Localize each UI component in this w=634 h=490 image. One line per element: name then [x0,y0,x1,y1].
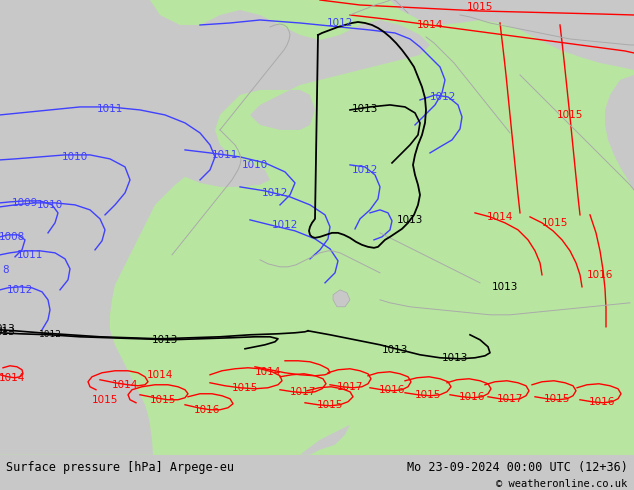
Text: 1017: 1017 [290,387,316,397]
Text: 1015: 1015 [467,2,493,12]
Text: 1012: 1012 [272,220,298,230]
Text: 013: 013 [0,324,15,334]
Polygon shape [0,120,70,190]
Text: 1014: 1014 [112,380,138,390]
Polygon shape [300,425,350,455]
Polygon shape [0,0,115,255]
Text: 1017: 1017 [337,382,363,392]
Text: 1011: 1011 [212,150,238,160]
Text: © weatheronline.co.uk: © weatheronline.co.uk [496,479,628,489]
Text: 1014: 1014 [487,212,513,222]
Text: 1015: 1015 [557,110,583,120]
Text: 1009: 1009 [12,198,38,208]
Text: Mo 23-09-2024 00:00 UTC (12+36): Mo 23-09-2024 00:00 UTC (12+36) [407,461,628,473]
Polygon shape [333,290,350,307]
Text: 013: 013 [0,327,15,337]
Polygon shape [390,0,634,70]
Text: 1015: 1015 [150,395,176,405]
Text: 1012: 1012 [262,188,288,198]
Text: 1011: 1011 [17,250,43,260]
Text: 1012: 1012 [39,330,61,339]
Text: 1013: 1013 [442,353,468,363]
Text: 1012: 1012 [7,285,33,295]
Text: 1013: 1013 [492,282,518,292]
Text: 1014: 1014 [417,20,443,30]
Text: 1012: 1012 [430,92,456,102]
Text: 1013: 1013 [352,104,378,114]
Text: 1015: 1015 [232,383,258,393]
Text: 1015: 1015 [415,390,441,400]
Text: 1010: 1010 [62,152,88,162]
Text: 1016: 1016 [589,397,615,407]
Text: 1014: 1014 [255,367,281,377]
Text: 1011: 1011 [97,104,123,114]
Text: 1013: 1013 [152,335,178,345]
Text: 1008: 1008 [0,232,25,242]
Text: 1016: 1016 [378,385,405,395]
Text: 1013: 1013 [397,215,423,225]
Text: 1015: 1015 [542,218,568,228]
Text: 1015: 1015 [544,394,570,404]
Polygon shape [0,0,634,455]
Text: 1014: 1014 [0,373,25,383]
Text: 8: 8 [2,265,9,275]
Polygon shape [605,0,634,190]
Text: 1015: 1015 [317,400,343,410]
Text: 1016: 1016 [194,405,220,415]
Text: 1013: 1013 [382,345,408,355]
Text: 1017: 1017 [497,394,523,404]
Text: Surface pressure [hPa] Arpege-eu: Surface pressure [hPa] Arpege-eu [6,461,235,473]
Text: 1016: 1016 [587,270,613,280]
Text: 1012: 1012 [327,18,353,28]
Text: 1015: 1015 [92,395,118,405]
Text: 1010: 1010 [242,160,268,170]
Polygon shape [0,0,430,455]
Text: 1012: 1012 [352,165,378,175]
Text: 1010: 1010 [37,200,63,210]
Text: 1016: 1016 [459,392,485,402]
Text: 1014: 1014 [147,370,173,380]
